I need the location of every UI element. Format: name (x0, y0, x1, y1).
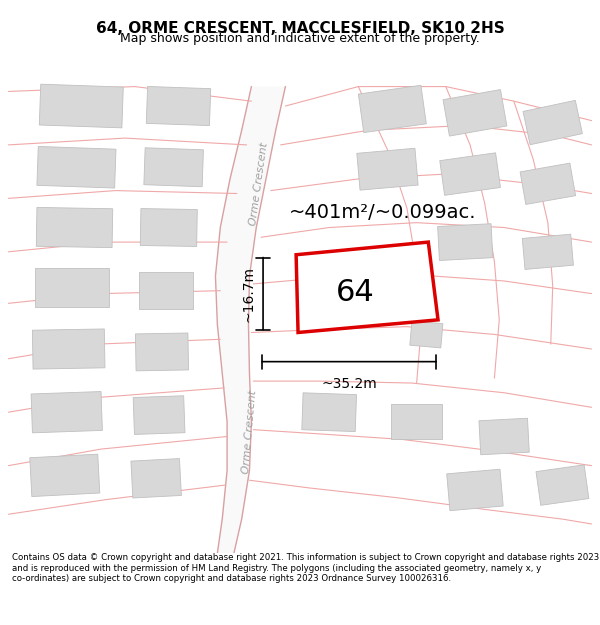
Polygon shape (30, 454, 100, 496)
Text: Orme Crescent: Orme Crescent (248, 141, 270, 226)
Polygon shape (522, 234, 574, 269)
Polygon shape (296, 242, 438, 332)
Text: ~35.2m: ~35.2m (321, 378, 377, 391)
Polygon shape (520, 163, 575, 204)
Polygon shape (133, 396, 185, 434)
Polygon shape (523, 101, 583, 145)
Polygon shape (37, 146, 116, 188)
Text: Contains OS data © Crown copyright and database right 2021. This information is : Contains OS data © Crown copyright and d… (12, 553, 599, 583)
Polygon shape (447, 469, 503, 511)
Polygon shape (440, 152, 500, 195)
Polygon shape (136, 333, 188, 371)
Text: ~16.7m: ~16.7m (241, 266, 255, 322)
Polygon shape (215, 87, 286, 553)
Text: ~401m²/~0.099ac.: ~401m²/~0.099ac. (289, 204, 476, 222)
Polygon shape (536, 465, 589, 506)
Polygon shape (410, 321, 443, 348)
Text: Map shows position and indicative extent of the property.: Map shows position and indicative extent… (120, 32, 480, 45)
Text: Orme Crescent: Orme Crescent (241, 389, 258, 474)
Polygon shape (437, 224, 493, 261)
Polygon shape (144, 148, 203, 187)
Polygon shape (131, 459, 181, 498)
Polygon shape (302, 392, 356, 432)
Text: 64: 64 (336, 278, 375, 307)
Polygon shape (391, 404, 442, 439)
Polygon shape (479, 418, 529, 455)
Polygon shape (358, 85, 427, 132)
Polygon shape (32, 329, 105, 369)
Polygon shape (357, 148, 418, 190)
Polygon shape (35, 268, 109, 308)
Polygon shape (443, 89, 507, 136)
Polygon shape (140, 209, 197, 246)
Polygon shape (146, 86, 211, 126)
Polygon shape (36, 208, 113, 248)
Polygon shape (40, 84, 124, 128)
Text: 64, ORME CRESCENT, MACCLESFIELD, SK10 2HS: 64, ORME CRESCENT, MACCLESFIELD, SK10 2H… (95, 21, 505, 36)
Polygon shape (139, 272, 193, 309)
Polygon shape (31, 391, 103, 433)
